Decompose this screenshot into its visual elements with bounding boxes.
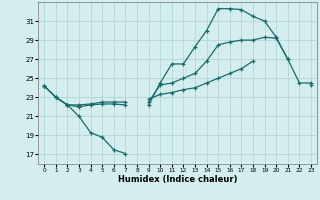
X-axis label: Humidex (Indice chaleur): Humidex (Indice chaleur)	[118, 175, 237, 184]
